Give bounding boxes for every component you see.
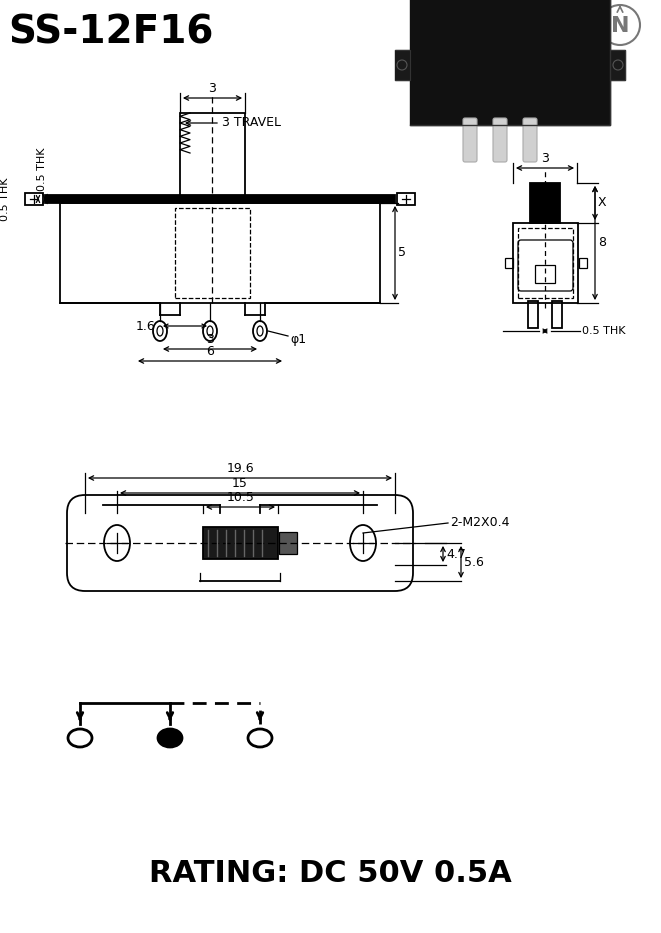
Text: 19.6: 19.6: [226, 462, 254, 475]
Bar: [513, 223, 578, 303]
Bar: [25, 193, 43, 205]
Bar: [60, 203, 380, 303]
Text: 10.5: 10.5: [227, 491, 254, 504]
Text: 3: 3: [209, 82, 216, 95]
Bar: [552, 301, 562, 328]
Polygon shape: [395, 50, 410, 80]
Text: 1.6: 1.6: [136, 319, 155, 332]
Text: 5.6: 5.6: [464, 555, 484, 568]
Bar: [505, 258, 513, 268]
Polygon shape: [610, 50, 625, 80]
Ellipse shape: [158, 729, 182, 747]
Text: φ1: φ1: [290, 332, 306, 345]
Text: X: X: [598, 197, 607, 210]
Text: N: N: [611, 16, 629, 36]
Bar: [175, 208, 250, 298]
FancyBboxPatch shape: [493, 118, 507, 162]
Bar: [45, 195, 395, 203]
Text: 3 TRAVEL: 3 TRAVEL: [222, 117, 281, 130]
FancyBboxPatch shape: [523, 118, 537, 162]
Text: 2-M2X0.4: 2-M2X0.4: [450, 517, 510, 530]
Bar: [397, 193, 415, 205]
Text: 0.5 THK: 0.5 THK: [582, 326, 625, 336]
Text: 0.5 THK: 0.5 THK: [0, 177, 10, 221]
Text: 8: 8: [598, 236, 606, 249]
Text: 15: 15: [232, 477, 248, 490]
FancyBboxPatch shape: [463, 118, 477, 162]
Bar: [279, 532, 297, 554]
Text: SS-12F16: SS-12F16: [8, 13, 214, 51]
Text: 3: 3: [206, 333, 214, 346]
Text: 3: 3: [541, 152, 549, 165]
Bar: [530, 183, 560, 223]
Bar: [528, 301, 538, 328]
Bar: [579, 258, 587, 268]
Text: 4.7: 4.7: [446, 548, 466, 561]
Text: RATING: DC 50V 0.5A: RATING: DC 50V 0.5A: [149, 859, 512, 888]
Text: 5: 5: [398, 246, 406, 259]
Text: 6: 6: [206, 345, 214, 358]
Bar: [180, 113, 245, 203]
Bar: [203, 527, 278, 559]
Polygon shape: [410, 0, 610, 125]
Bar: [518, 228, 573, 298]
Bar: [535, 265, 555, 283]
Text: 0.5 THK: 0.5 THK: [37, 147, 47, 191]
